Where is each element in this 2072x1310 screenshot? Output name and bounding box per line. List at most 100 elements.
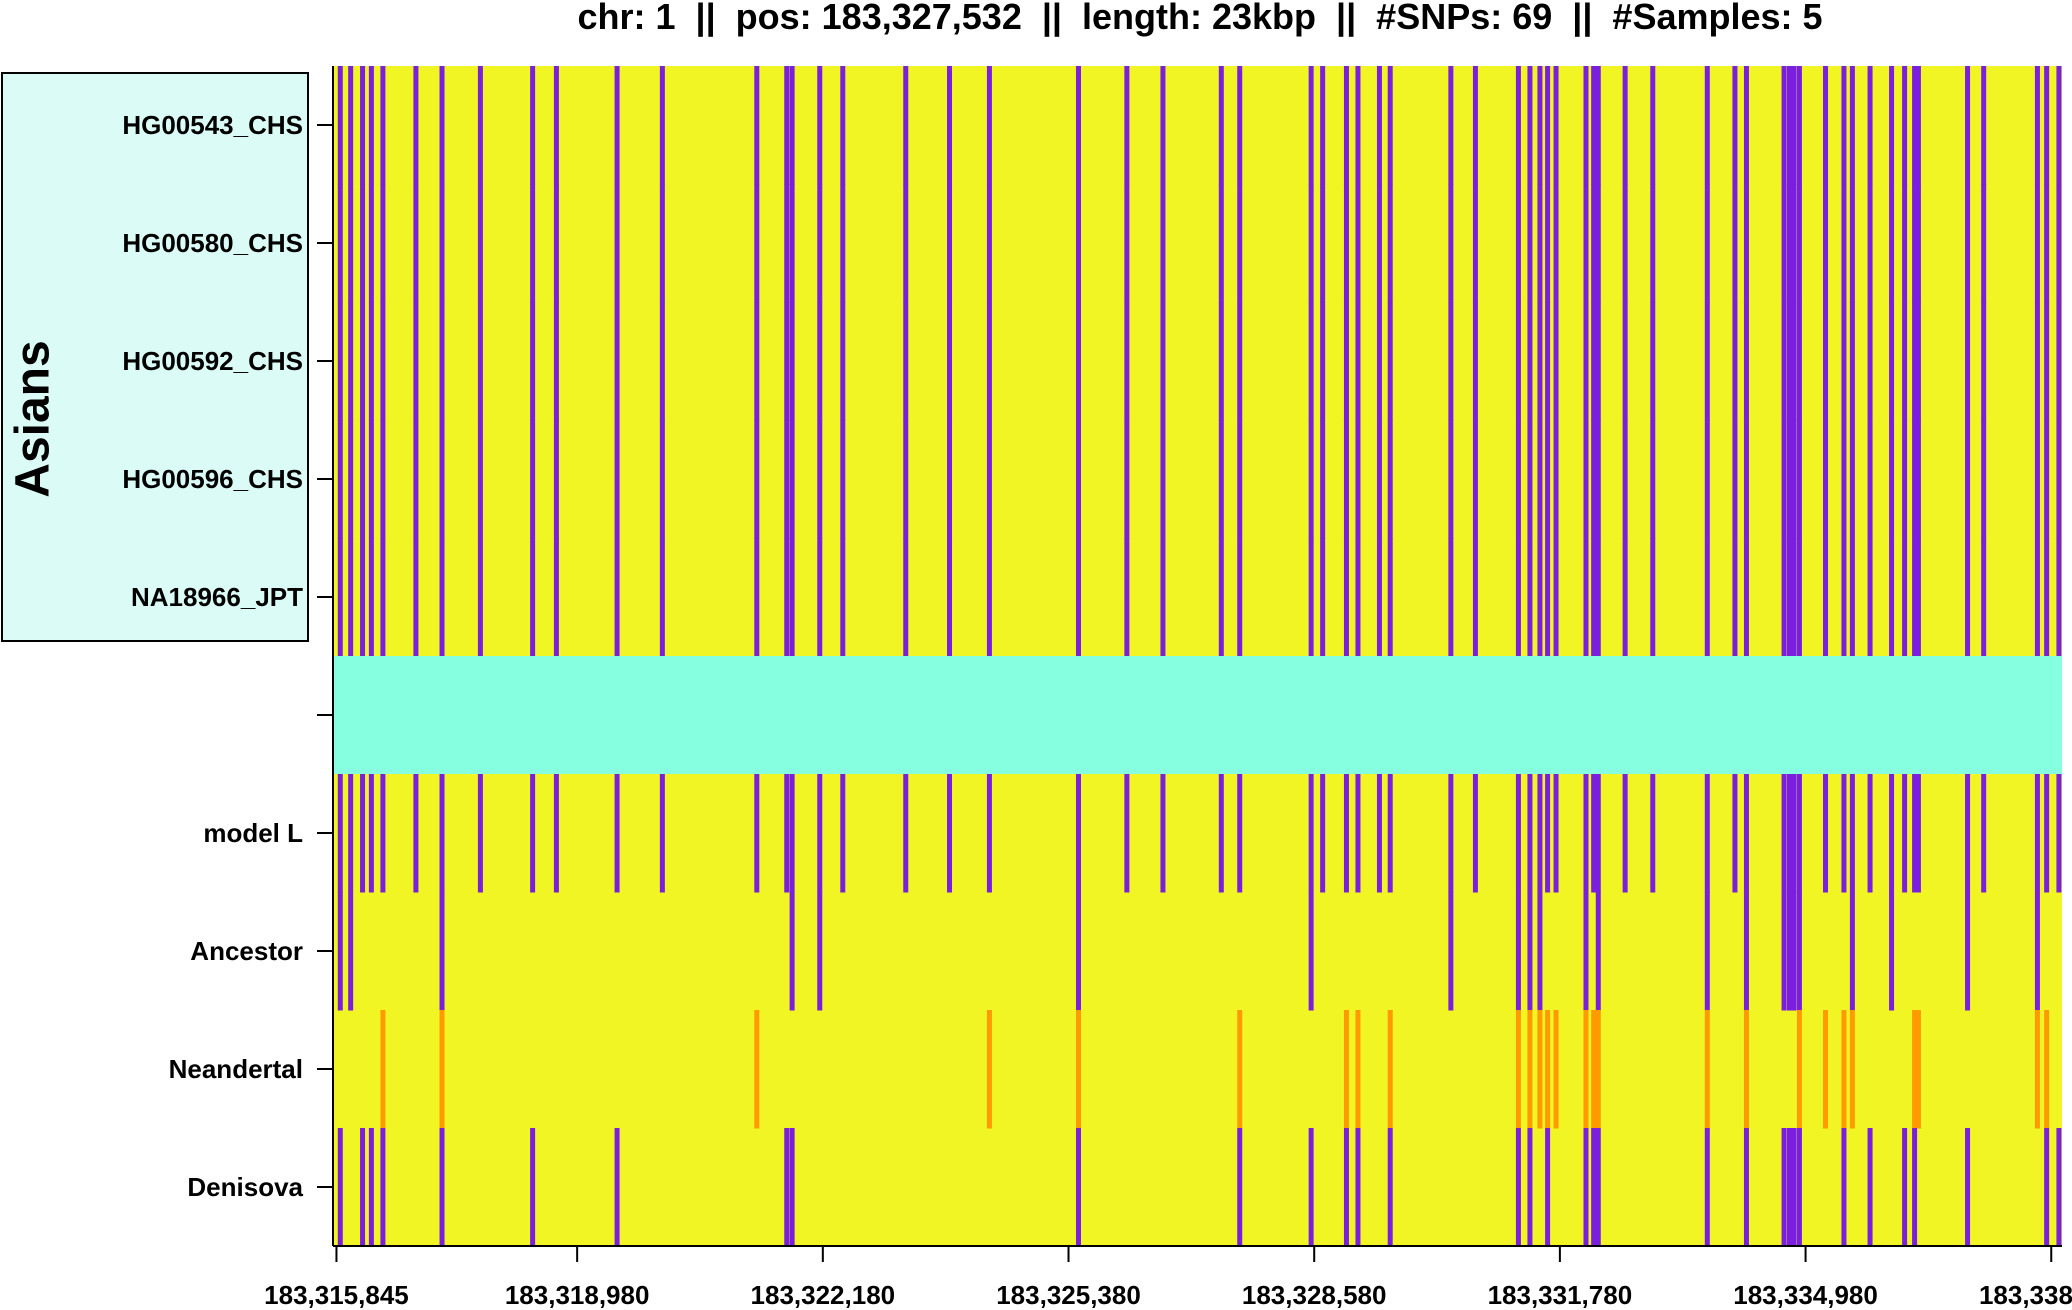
variant-cell	[360, 66, 366, 185]
variant-cell	[1841, 184, 1847, 303]
variant-cell	[789, 66, 795, 185]
variant-cell	[2056, 538, 2062, 657]
variant-cell	[986, 66, 992, 185]
variant-cell	[789, 538, 795, 657]
variant-cell	[754, 538, 760, 657]
variant-cell	[2034, 66, 2040, 185]
variant-cell	[1781, 538, 1787, 657]
variant-cell	[477, 420, 483, 539]
variant-cell	[1472, 184, 1478, 303]
variant-cell	[1867, 66, 1873, 185]
y-tick-label: HG00580_CHS	[122, 228, 303, 258]
separator-band	[333, 656, 2062, 774]
variant-cell	[1841, 1128, 1847, 1247]
variant-cell	[1387, 302, 1393, 421]
variant-cell	[1537, 538, 1543, 657]
variant-cell	[1237, 1010, 1243, 1129]
variant-cell	[1308, 892, 1314, 1011]
variant-cell	[986, 538, 992, 657]
variant-cell	[947, 66, 953, 185]
variant-cell	[1320, 774, 1326, 893]
variant-cell	[1915, 1010, 1921, 1129]
variant-cell	[1515, 420, 1521, 539]
variant-cell	[2056, 1128, 2062, 1247]
variant-cell	[1781, 1128, 1787, 1247]
variant-cell	[380, 538, 386, 657]
variant-cell	[986, 302, 992, 421]
variant-cell	[2034, 302, 2040, 421]
variant-cell	[789, 1128, 795, 1247]
variant-cell	[530, 538, 536, 657]
variant-cell	[1743, 184, 1749, 303]
variant-cell	[1545, 302, 1551, 421]
variant-cell	[1218, 184, 1224, 303]
variant-cell	[754, 774, 760, 893]
variant-cell	[553, 538, 559, 657]
variant-cell	[1591, 184, 1597, 303]
variant-cell	[1124, 66, 1130, 185]
variant-cell	[477, 538, 483, 657]
variant-cell	[1732, 774, 1738, 893]
variant-cell	[1981, 774, 1987, 893]
variant-cell	[1343, 66, 1349, 185]
variant-cell	[337, 892, 343, 1011]
variant-cell	[1160, 420, 1166, 539]
variant-cell	[553, 302, 559, 421]
variant-cell	[1527, 420, 1533, 539]
variant-cell	[840, 420, 846, 539]
variant-cell	[1448, 774, 1454, 893]
variant-cell	[1515, 892, 1521, 1011]
variant-cell	[1841, 538, 1847, 657]
variant-cell	[1237, 420, 1243, 539]
variant-cell	[439, 774, 445, 893]
variant-cell	[1743, 892, 1749, 1011]
variant-cell	[986, 184, 992, 303]
variant-cell	[1320, 538, 1326, 657]
variant-cell	[1902, 420, 1908, 539]
variant-cell	[1591, 538, 1597, 657]
variant-cell	[947, 420, 953, 539]
variant-cell	[1218, 420, 1224, 539]
variant-cell	[1791, 774, 1797, 893]
variant-cell	[1704, 892, 1710, 1011]
variant-cell	[1704, 302, 1710, 421]
variant-cell	[1791, 1128, 1797, 1247]
variant-cell	[1537, 1010, 1543, 1129]
variant-cell	[477, 66, 483, 185]
variant-cell	[1376, 184, 1382, 303]
variant-cell	[1841, 774, 1847, 893]
variant-cell	[614, 302, 620, 421]
variant-cell	[947, 774, 953, 893]
variant-cell	[477, 774, 483, 893]
variant-cell	[1965, 420, 1971, 539]
variant-cell	[1075, 66, 1081, 185]
variant-cell	[1622, 538, 1628, 657]
variant-cell	[348, 420, 354, 539]
variant-cell	[1343, 1128, 1349, 1247]
variant-cell	[1376, 420, 1382, 539]
variant-cell	[1448, 892, 1454, 1011]
variant-cell	[1743, 774, 1749, 893]
variant-cell	[840, 66, 846, 185]
variant-cell	[1537, 420, 1543, 539]
variant-cell	[1595, 66, 1601, 185]
variant-cell	[659, 538, 665, 657]
variant-cell	[1965, 184, 1971, 303]
variant-cell	[337, 184, 343, 303]
y-tick-label: Neandertal	[169, 1054, 303, 1084]
variant-cell	[1791, 66, 1797, 185]
variant-cell	[348, 892, 354, 1011]
variant-cell	[1912, 538, 1918, 657]
variant-cell	[439, 420, 445, 539]
variant-cell	[380, 1128, 386, 1247]
variant-cell	[903, 420, 909, 539]
variant-cell	[1075, 1010, 1081, 1129]
variant-cell	[2056, 774, 2062, 893]
variant-cell	[1786, 774, 1792, 893]
variant-cell	[337, 538, 343, 657]
variant-cell	[1075, 774, 1081, 893]
variant-cell	[1889, 184, 1895, 303]
variant-cell	[1981, 302, 1987, 421]
variant-cell	[1545, 66, 1551, 185]
variant-cell	[1981, 66, 1987, 185]
